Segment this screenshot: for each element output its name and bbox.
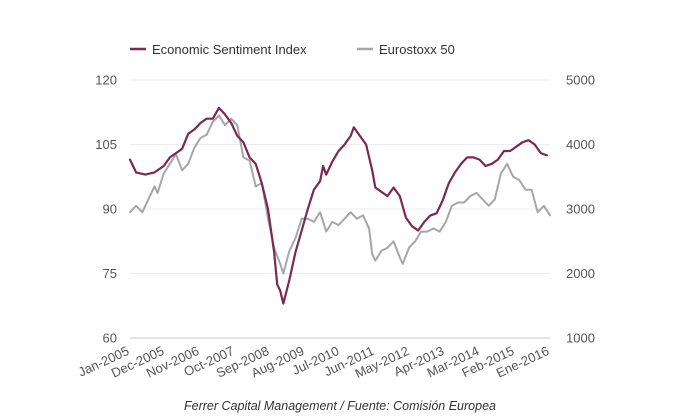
- y-right-tick-label: 1000: [566, 331, 595, 346]
- grid-lines: [130, 79, 550, 339]
- series-lines: [128, 106, 551, 305]
- legend: Economic Sentiment Index Eurostoxx 50: [130, 42, 455, 57]
- y-left-tick-label: 60: [103, 331, 117, 346]
- y-right-tick-label: 3000: [566, 202, 595, 217]
- y-right-tick-label: 2000: [566, 266, 595, 281]
- y-left-tick-label: 105: [95, 137, 117, 152]
- y-right-tick-label: 5000: [566, 73, 595, 88]
- y-left-tick-label: 120: [95, 73, 117, 88]
- y-right-tick-label: 4000: [566, 137, 595, 152]
- series-line-economic-sentiment: [128, 106, 548, 305]
- y-axis-left: 60 75 90 105 120: [95, 73, 117, 346]
- legend-label-economic-sentiment: Economic Sentiment Index: [152, 42, 307, 57]
- y-left-tick-label: 75: [103, 266, 117, 281]
- y-axis-right: 1000 2000 3000 4000 5000: [566, 73, 595, 346]
- y-left-tick-label: 90: [103, 202, 117, 217]
- source-caption: Ferrer Capital Management / Fuente: Comi…: [184, 399, 496, 413]
- x-axis: Jan-2005Dec-2005Nov-2006Oct-2007Sep-2008…: [76, 343, 551, 381]
- series-line-eurostoxx: [129, 114, 551, 275]
- legend-label-eurostoxx: Eurostoxx 50: [379, 42, 455, 57]
